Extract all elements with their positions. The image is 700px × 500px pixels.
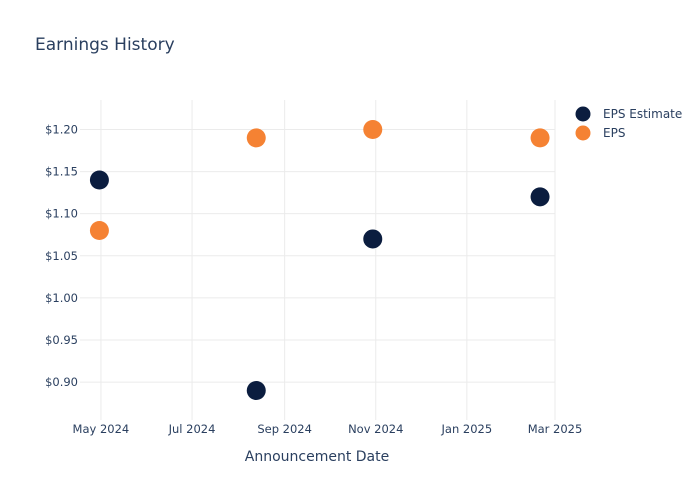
x-tick-label: Jan 2025	[441, 422, 493, 436]
eps-estimate-point	[89, 170, 109, 190]
legend: EPS Estimate EPS	[575, 106, 682, 141]
grid-layer	[80, 100, 556, 420]
x-axis-ticks: May 2024 Jul 2024 Sep 2024 Nov 2024 Jan 2025…	[73, 422, 583, 436]
eps-point	[246, 128, 266, 148]
eps-point	[530, 128, 550, 148]
y-tick-label: $1.10	[45, 207, 78, 221]
x-tick-label: Mar 2025	[528, 422, 583, 436]
y-tick-label: $0.95	[45, 333, 78, 347]
y-tick-label: $0.90	[45, 375, 78, 389]
legend-label-eps-estimate: EPS Estimate	[603, 107, 682, 121]
x-tick-label: Sep 2024	[257, 422, 312, 436]
legend-marker-eps-estimate	[575, 106, 591, 122]
legend-marker-eps	[575, 125, 591, 141]
eps-estimate-point	[530, 187, 550, 207]
x-tick-label: May 2024	[73, 422, 130, 436]
eps-point	[89, 221, 109, 241]
y-tick-label: $1.15	[45, 165, 78, 179]
y-axis-ticks: $0.90 $0.95 $1.00 $1.05 $1.10 $1.15 $1.20	[45, 122, 78, 389]
points-layer	[89, 119, 550, 401]
eps-estimate-point	[363, 229, 383, 249]
y-tick-label: $1.20	[45, 122, 78, 136]
x-tick-label: Jul 2024	[168, 422, 216, 436]
eps-estimate-point	[246, 381, 266, 401]
y-tick-label: $1.00	[45, 291, 78, 305]
y-tick-label: $1.05	[45, 249, 78, 263]
x-axis-title: Announcement Date	[245, 449, 389, 465]
x-tick-label: Nov 2024	[348, 422, 403, 436]
chart-title: Earnings History	[35, 35, 175, 55]
eps-point	[363, 119, 383, 139]
legend-label-eps: EPS	[603, 126, 625, 140]
